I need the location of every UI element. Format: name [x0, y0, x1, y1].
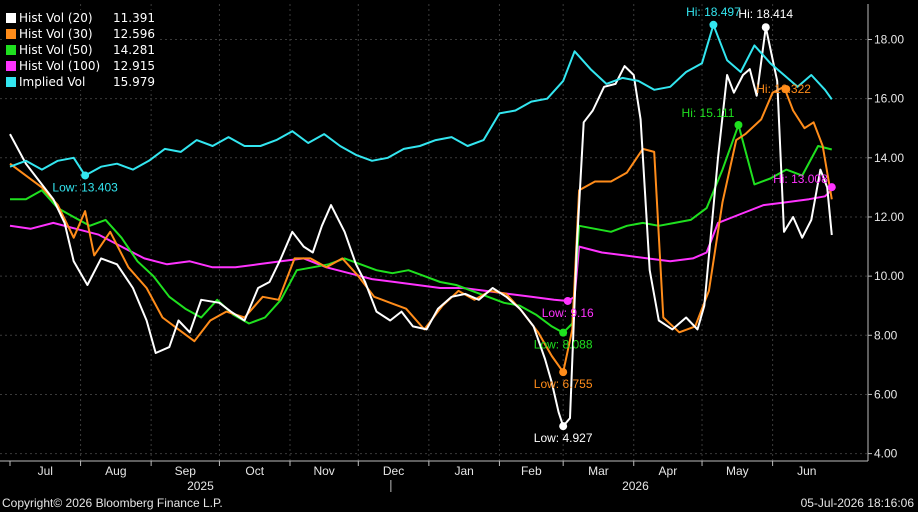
extreme-marker	[559, 328, 568, 337]
y-tick-label: 16.00	[874, 92, 904, 106]
legend-swatch	[6, 61, 16, 71]
extreme-marker	[559, 422, 568, 431]
legend-item-implied[interactable]: Implied Vol 15.979	[6, 74, 155, 90]
extreme-marker	[782, 85, 791, 94]
footer: Copyright© 2026 Bloomberg Finance L.P. 0…	[0, 493, 918, 512]
x-month-label: Apr	[659, 464, 678, 478]
x-month-label: Jul	[38, 464, 53, 478]
extreme-label: Hi: 18.414	[738, 7, 793, 21]
x-month-label: Dec	[383, 464, 404, 478]
extreme-label: Low: 6.755	[534, 377, 593, 391]
legend-swatch	[6, 29, 16, 39]
legend-swatch	[6, 77, 16, 87]
x-month-label: Jan	[454, 464, 473, 478]
x-month-label: May	[726, 464, 749, 478]
extreme-marker	[734, 120, 743, 129]
extreme-label: Low: 13.403	[52, 180, 118, 194]
legend-value: 12.915	[113, 59, 155, 73]
legend-item-hv100[interactable]: Hist Vol (100) 12.915	[6, 58, 155, 74]
extreme-marker	[563, 296, 572, 305]
legend-label: Hist Vol (100)	[19, 59, 101, 73]
x-month-label: Oct	[245, 464, 264, 478]
legend-label: Hist Vol (30)	[19, 27, 93, 41]
extreme-marker	[709, 20, 718, 29]
legend-label: Implied Vol	[19, 75, 86, 89]
extreme-label: Low: 4.927	[534, 431, 593, 445]
x-month-label: Mar	[588, 464, 609, 478]
extreme-label: Hi: 13.008	[773, 172, 828, 186]
x-year-label: 2025	[187, 479, 214, 493]
x-month-label: Feb	[521, 464, 542, 478]
x-month-label: Nov	[313, 464, 334, 478]
extreme-label: Low: 8.088	[534, 338, 593, 352]
legend-swatch	[6, 45, 16, 55]
y-tick-label: 8.00	[874, 328, 898, 342]
extreme-marker	[827, 183, 836, 192]
extreme-label: Hi: 16.322	[756, 82, 811, 96]
y-tick-label: 12.00	[874, 210, 904, 224]
copyright-text: Copyright© 2026 Bloomberg Finance L.P.	[2, 496, 223, 510]
legend-value: 11.391	[113, 11, 155, 25]
legend-item-hv50[interactable]: Hist Vol (50) 14.281	[6, 42, 155, 58]
extreme-marker	[81, 171, 90, 180]
legend-value: 12.596	[113, 27, 155, 41]
y-tick-label: 14.00	[874, 151, 904, 165]
legend-value: 14.281	[113, 43, 155, 57]
series-line-hist-vol-50	[10, 123, 833, 334]
y-tick-label: 4.00	[874, 447, 898, 461]
legend: Hist Vol (20) 11.391 Hist Vol (30) 12.59…	[4, 10, 157, 90]
legend-value: 15.979	[113, 75, 155, 89]
extreme-label: Low: 9.16	[542, 306, 594, 320]
legend-swatch	[6, 13, 16, 23]
legend-item-hv20[interactable]: Hist Vol (20) 11.391	[6, 10, 155, 26]
legend-label: Hist Vol (50)	[19, 43, 93, 57]
legend-label: Hist Vol (20)	[19, 11, 93, 25]
y-tick-label: 18.00	[874, 32, 904, 46]
x-month-label: Jun	[797, 464, 816, 478]
x-year-label: 2026	[622, 479, 649, 493]
legend-item-hv30[interactable]: Hist Vol (30) 12.596	[6, 26, 155, 42]
extreme-marker	[559, 368, 568, 377]
x-month-label: Aug	[105, 464, 126, 478]
y-tick-label: 6.00	[874, 387, 898, 401]
extreme-label: Hi: 18.497	[686, 5, 741, 19]
series-line-hist-vol-20	[9, 26, 833, 428]
timestamp-text: 05-Jul-2026 18:16:06	[800, 496, 914, 510]
extreme-marker	[761, 23, 770, 32]
y-tick-label: 10.00	[874, 269, 904, 283]
x-month-label: Sep	[175, 464, 197, 478]
extreme-label: Hi: 15.111	[682, 106, 735, 120]
